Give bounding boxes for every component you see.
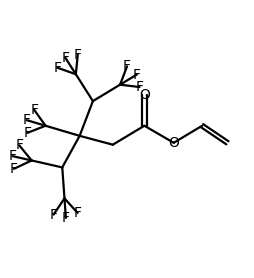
Text: F: F xyxy=(62,211,70,225)
Text: F: F xyxy=(50,208,58,222)
Text: F: F xyxy=(123,59,131,73)
Text: O: O xyxy=(139,88,150,102)
Text: F: F xyxy=(30,103,38,117)
Text: F: F xyxy=(15,138,23,152)
Text: F: F xyxy=(23,126,31,140)
Text: O: O xyxy=(168,136,179,150)
Text: F: F xyxy=(135,80,144,94)
Text: F: F xyxy=(61,51,69,65)
Text: F: F xyxy=(74,48,82,62)
Text: F: F xyxy=(133,68,141,81)
Text: F: F xyxy=(53,61,61,75)
Text: F: F xyxy=(74,206,82,220)
Text: F: F xyxy=(9,149,17,163)
Text: F: F xyxy=(23,113,31,127)
Text: F: F xyxy=(10,162,18,176)
